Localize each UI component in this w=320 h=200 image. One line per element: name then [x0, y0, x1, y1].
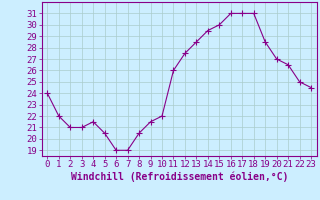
X-axis label: Windchill (Refroidissement éolien,°C): Windchill (Refroidissement éolien,°C): [70, 172, 288, 182]
